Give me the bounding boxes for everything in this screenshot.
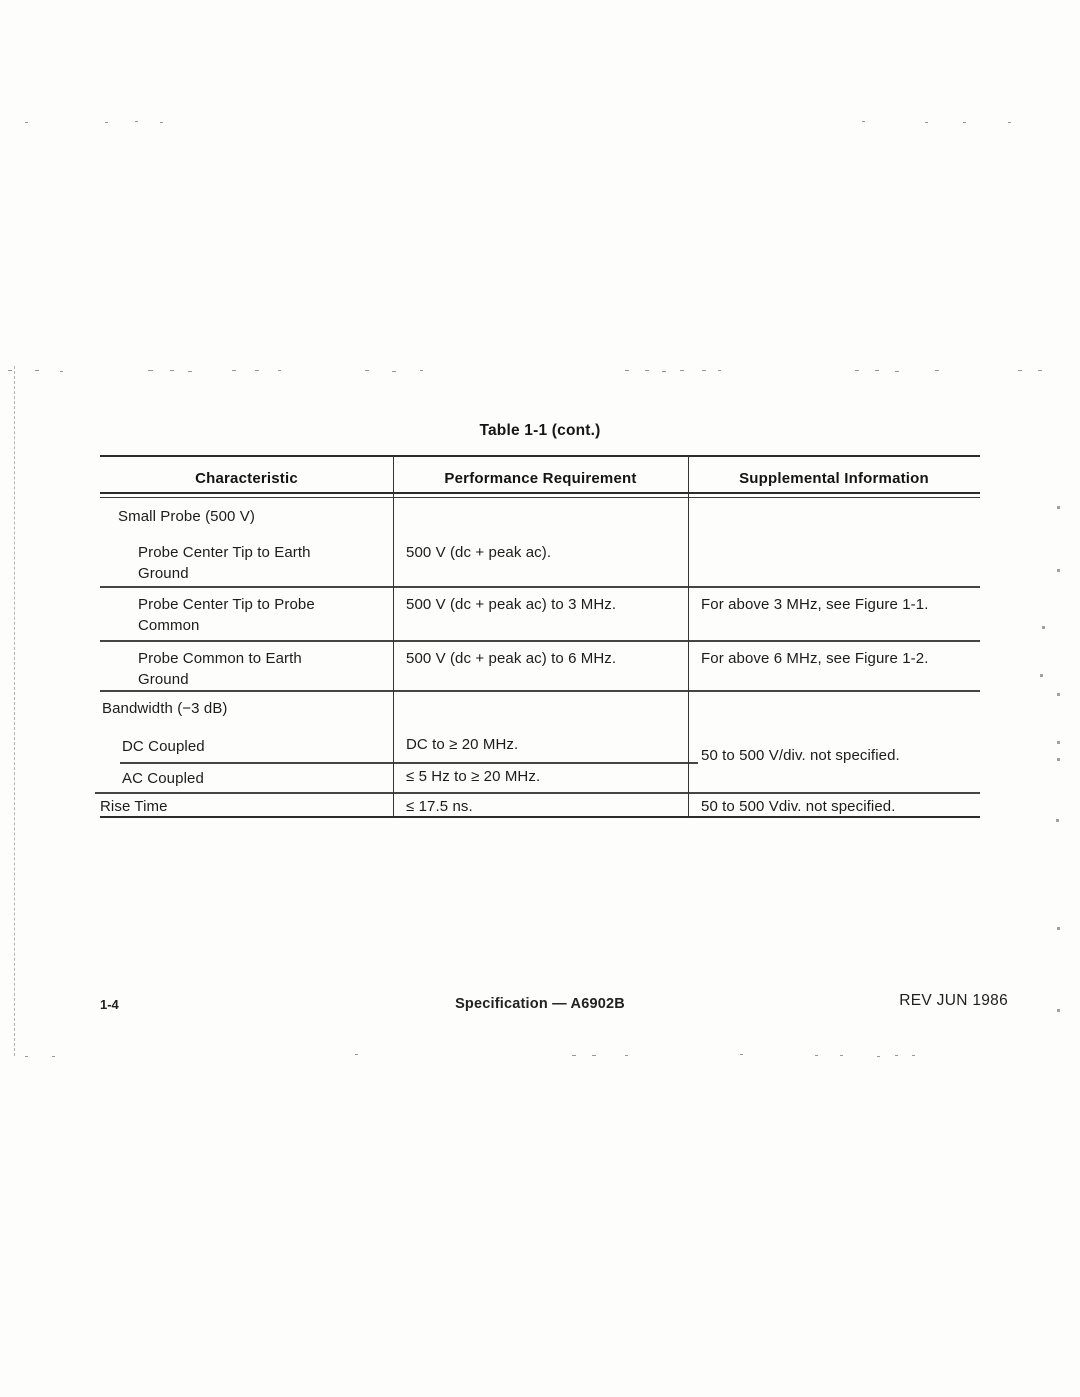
- cell-performance-rise-time: ≤ 17.5 ns.: [406, 798, 473, 815]
- table-top-rule: [100, 455, 980, 457]
- scan-speck: [895, 1055, 898, 1056]
- scan-speck: [702, 370, 706, 371]
- scan-speck: [8, 370, 12, 371]
- header-supplemental-information: Supplemental Information: [739, 469, 929, 487]
- cell-performance-ac-coupled: ≤ 5 Hz to ≥ 20 MHz.: [406, 768, 541, 785]
- scan-speck: [625, 370, 629, 371]
- scan-speck: [1042, 626, 1045, 629]
- row-separator-1: [100, 586, 980, 588]
- scan-speck: [188, 371, 192, 372]
- cell-supplemental-bandwidth-merged: 50 to 500 V/div. not specified.: [701, 747, 900, 764]
- scan-speck: [1057, 927, 1060, 930]
- cell-characteristic-small-probe: Small Probe (500 V): [118, 508, 255, 525]
- cell-characteristic-dc-coupled: DC Coupled: [122, 738, 205, 755]
- scan-edge-line: [14, 366, 15, 1056]
- cell-supplemental-tip-to-common: For above 3 MHz, see Figure 1-1.: [701, 596, 929, 613]
- scan-speck: [645, 370, 649, 371]
- scan-speck: [572, 1055, 576, 1056]
- scan-speck: [912, 1055, 915, 1056]
- scan-speck: [662, 371, 666, 372]
- cell-characteristic-rise-time: Rise Time: [100, 798, 168, 815]
- scan-speck: [1038, 370, 1042, 371]
- scan-speck: [365, 370, 369, 371]
- scan-speck: [60, 371, 63, 372]
- scan-speck: [935, 370, 939, 371]
- cell-characteristic-common-to-earth: Probe Common to Earth Ground: [138, 650, 302, 688]
- scan-speck: [135, 121, 138, 122]
- cell-characteristic-tip-to-common: Probe Center Tip to Probe Common: [138, 596, 315, 634]
- row-separator-3: [100, 690, 980, 692]
- scan-speck: [420, 370, 423, 371]
- footer-doc-title: Specification — A6902B: [455, 996, 625, 1012]
- scan-speck: [963, 122, 966, 123]
- scan-speck: [855, 370, 859, 371]
- header-performance-requirement: Performance Requirement: [444, 469, 637, 487]
- scan-speck: [925, 122, 928, 123]
- scan-speck: [392, 371, 396, 372]
- scan-speck: [718, 370, 721, 371]
- scan-speck: [25, 122, 28, 123]
- scan-speck: [160, 122, 163, 123]
- cell-supplemental-rise-time: 50 to 500 Vdiv. not specified.: [701, 798, 896, 815]
- scan-speck: [840, 1055, 843, 1056]
- spec-table: Characteristic Performance Requirement S…: [95, 455, 980, 818]
- scan-speck: [232, 370, 236, 371]
- scan-speck: [875, 370, 879, 371]
- row-separator-4: [95, 792, 980, 794]
- scan-speck: [278, 370, 281, 371]
- scan-speck: [680, 370, 684, 371]
- scan-speck: [148, 370, 153, 371]
- scan-speck: [255, 370, 259, 371]
- scan-speck: [35, 370, 39, 371]
- header-characteristic: Characteristic: [195, 469, 298, 487]
- scan-speck: [25, 1056, 28, 1057]
- scan-speck: [592, 1055, 596, 1056]
- scan-speck: [862, 121, 865, 122]
- row-separator-dc-ac: [120, 762, 698, 764]
- scan-speck: [1040, 674, 1043, 677]
- cell-performance-dc-coupled: DC to ≥ 20 MHz.: [406, 736, 519, 753]
- scan-speck: [1057, 741, 1060, 744]
- header-bottom-rule-1: [100, 492, 980, 494]
- scan-speck: [815, 1055, 818, 1056]
- cell-supplemental-common-to-earth: For above 6 MHz, see Figure 1-2.: [701, 650, 929, 667]
- cell-performance-tip-to-common: 500 V (dc + peak ac) to 3 MHz.: [406, 596, 617, 613]
- scan-speck: [1057, 758, 1060, 761]
- scan-speck: [170, 370, 174, 371]
- table-title: Table 1-1 (cont.): [479, 422, 601, 439]
- cell-characteristic-ac-coupled: AC Coupled: [122, 770, 204, 787]
- footer-page-number: 1-4: [100, 997, 119, 1012]
- scan-speck: [877, 1056, 880, 1057]
- scan-speck: [105, 122, 108, 123]
- cell-characteristic-tip-to-earth: Probe Center Tip to Earth Ground: [138, 544, 311, 582]
- table-bottom-rule: [100, 816, 980, 818]
- scan-speck: [52, 1056, 55, 1057]
- scan-speck: [625, 1055, 628, 1056]
- cell-performance-tip-to-earth: 500 V (dc + peak ac).: [406, 544, 552, 561]
- scan-speck: [1057, 569, 1060, 572]
- scan-speck: [1057, 506, 1060, 509]
- scan-speck: [1057, 693, 1060, 696]
- row-separator-2: [100, 640, 980, 642]
- scan-speck: [1018, 370, 1022, 371]
- scan-speck: [895, 371, 899, 372]
- scan-speck: [1008, 122, 1011, 123]
- scan-speck: [1056, 819, 1059, 822]
- footer-revision: REV JUN 1986: [899, 992, 1008, 1009]
- column-divider-2: [688, 456, 689, 817]
- cell-performance-common-to-earth: 500 V (dc + peak ac) to 6 MHz.: [406, 650, 617, 667]
- scan-speck: [355, 1054, 358, 1055]
- scan-speck: [1057, 1009, 1060, 1012]
- cell-characteristic-bandwidth: Bandwidth (−3 dB): [102, 700, 228, 717]
- scan-speck: [740, 1054, 743, 1055]
- column-divider-1: [393, 456, 394, 817]
- header-bottom-rule-2: [100, 497, 980, 498]
